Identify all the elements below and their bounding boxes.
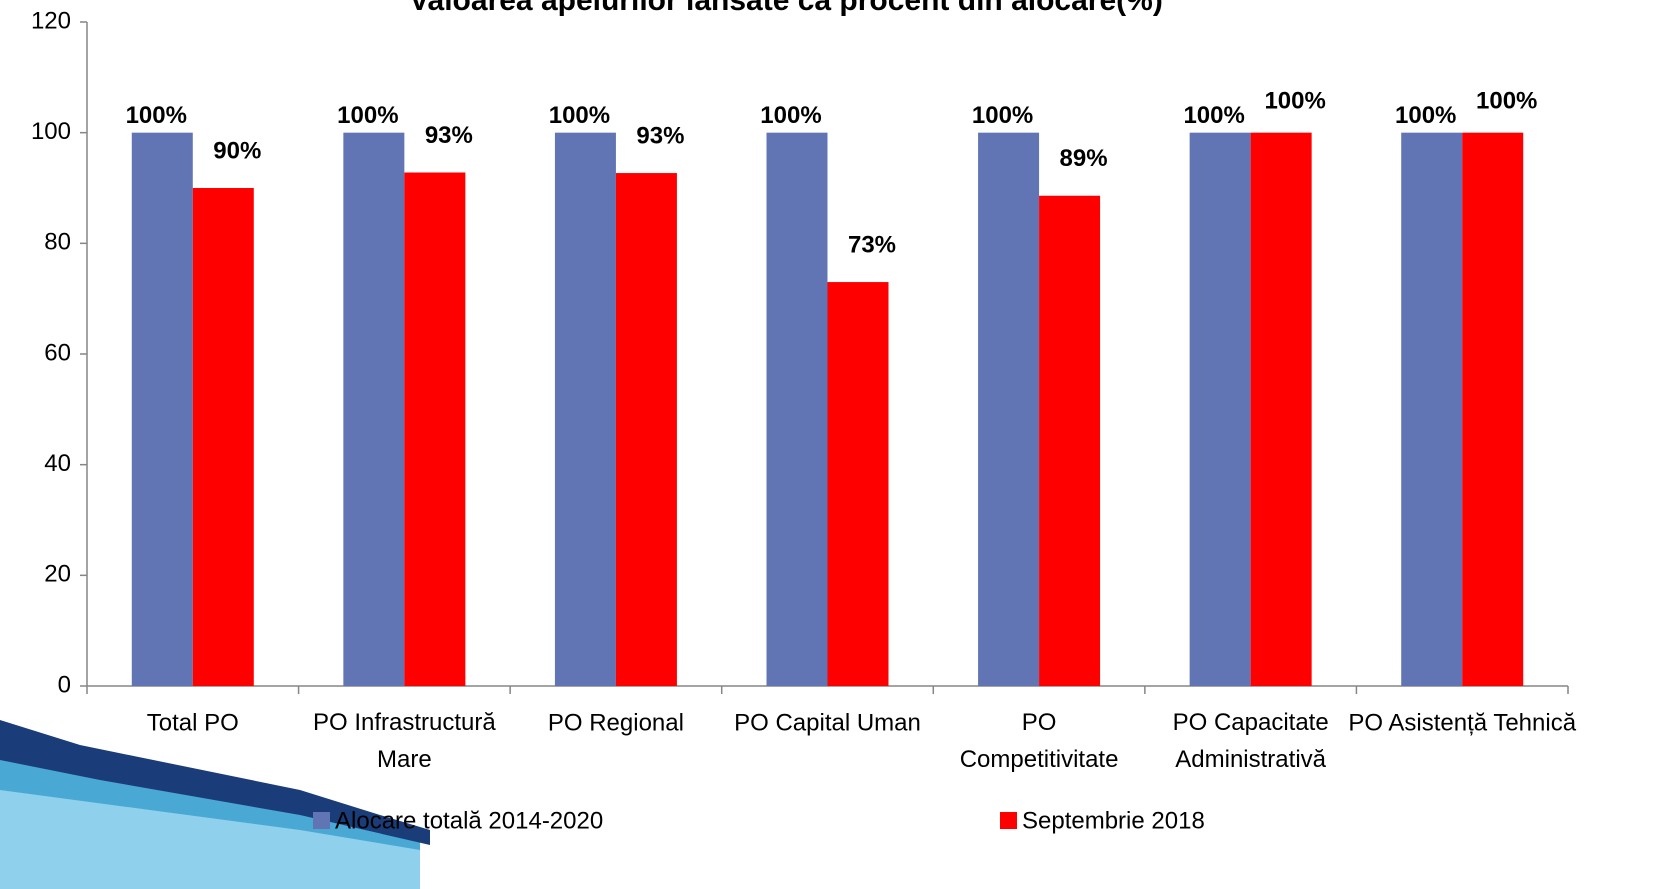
bar xyxy=(404,173,465,686)
legend-swatch xyxy=(1000,812,1017,829)
bar xyxy=(616,173,677,686)
x-tick-label: PO Asistență Tehnică xyxy=(1348,709,1576,736)
y-tick-label: 20 xyxy=(44,561,71,588)
legend-label: Alocare totală 2014-2020 xyxy=(335,807,603,834)
y-tick-label: 40 xyxy=(44,450,71,477)
bar xyxy=(1190,133,1251,686)
bar xyxy=(193,188,254,686)
bar xyxy=(1462,133,1523,686)
value-label: 89% xyxy=(1060,145,1108,172)
y-tick-label: 120 xyxy=(31,7,71,34)
value-label: 73% xyxy=(848,231,896,258)
y-tick-label: 80 xyxy=(44,229,71,256)
bar xyxy=(828,282,889,686)
value-label: 93% xyxy=(636,122,684,149)
bar xyxy=(343,133,404,686)
bar xyxy=(978,133,1039,686)
value-label: 100% xyxy=(337,102,398,129)
bar xyxy=(1251,133,1312,686)
bar xyxy=(1039,196,1100,686)
bar xyxy=(555,133,616,686)
y-tick-label: 0 xyxy=(58,671,71,698)
value-label: 93% xyxy=(425,122,473,149)
value-label: 100% xyxy=(549,102,610,129)
x-tick-label: PO Capital Uman xyxy=(734,709,921,736)
legend-swatch xyxy=(313,812,330,829)
y-tick-label: 60 xyxy=(44,339,71,366)
value-label: 100% xyxy=(972,102,1033,129)
x-tick-label: PO Regional xyxy=(548,709,684,736)
value-label: 100% xyxy=(126,102,187,129)
bar xyxy=(1401,133,1462,686)
value-label: 100% xyxy=(1395,102,1456,129)
chart: Valoarea apelurilor lansate ca procent d… xyxy=(0,0,1669,889)
y-tick-label: 100 xyxy=(31,118,71,145)
bar xyxy=(767,133,828,686)
bar xyxy=(132,133,193,686)
value-label: 90% xyxy=(213,137,261,164)
value-label: 100% xyxy=(760,102,821,129)
page: Valoarea apelurilor lansate ca procent d… xyxy=(0,0,1669,889)
chart-title: Valoarea apelurilor lansate ca procent d… xyxy=(409,0,1163,17)
value-label: 100% xyxy=(1476,87,1537,114)
legend-label: Septembrie 2018 xyxy=(1022,807,1205,834)
value-label: 100% xyxy=(1183,102,1244,129)
x-tick-label: Total PO xyxy=(147,709,239,736)
value-label: 100% xyxy=(1264,87,1325,114)
